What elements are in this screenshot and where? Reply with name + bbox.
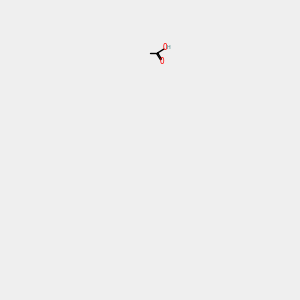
Text: O: O (159, 57, 164, 66)
Text: O: O (163, 43, 168, 52)
Text: H: H (167, 45, 170, 50)
